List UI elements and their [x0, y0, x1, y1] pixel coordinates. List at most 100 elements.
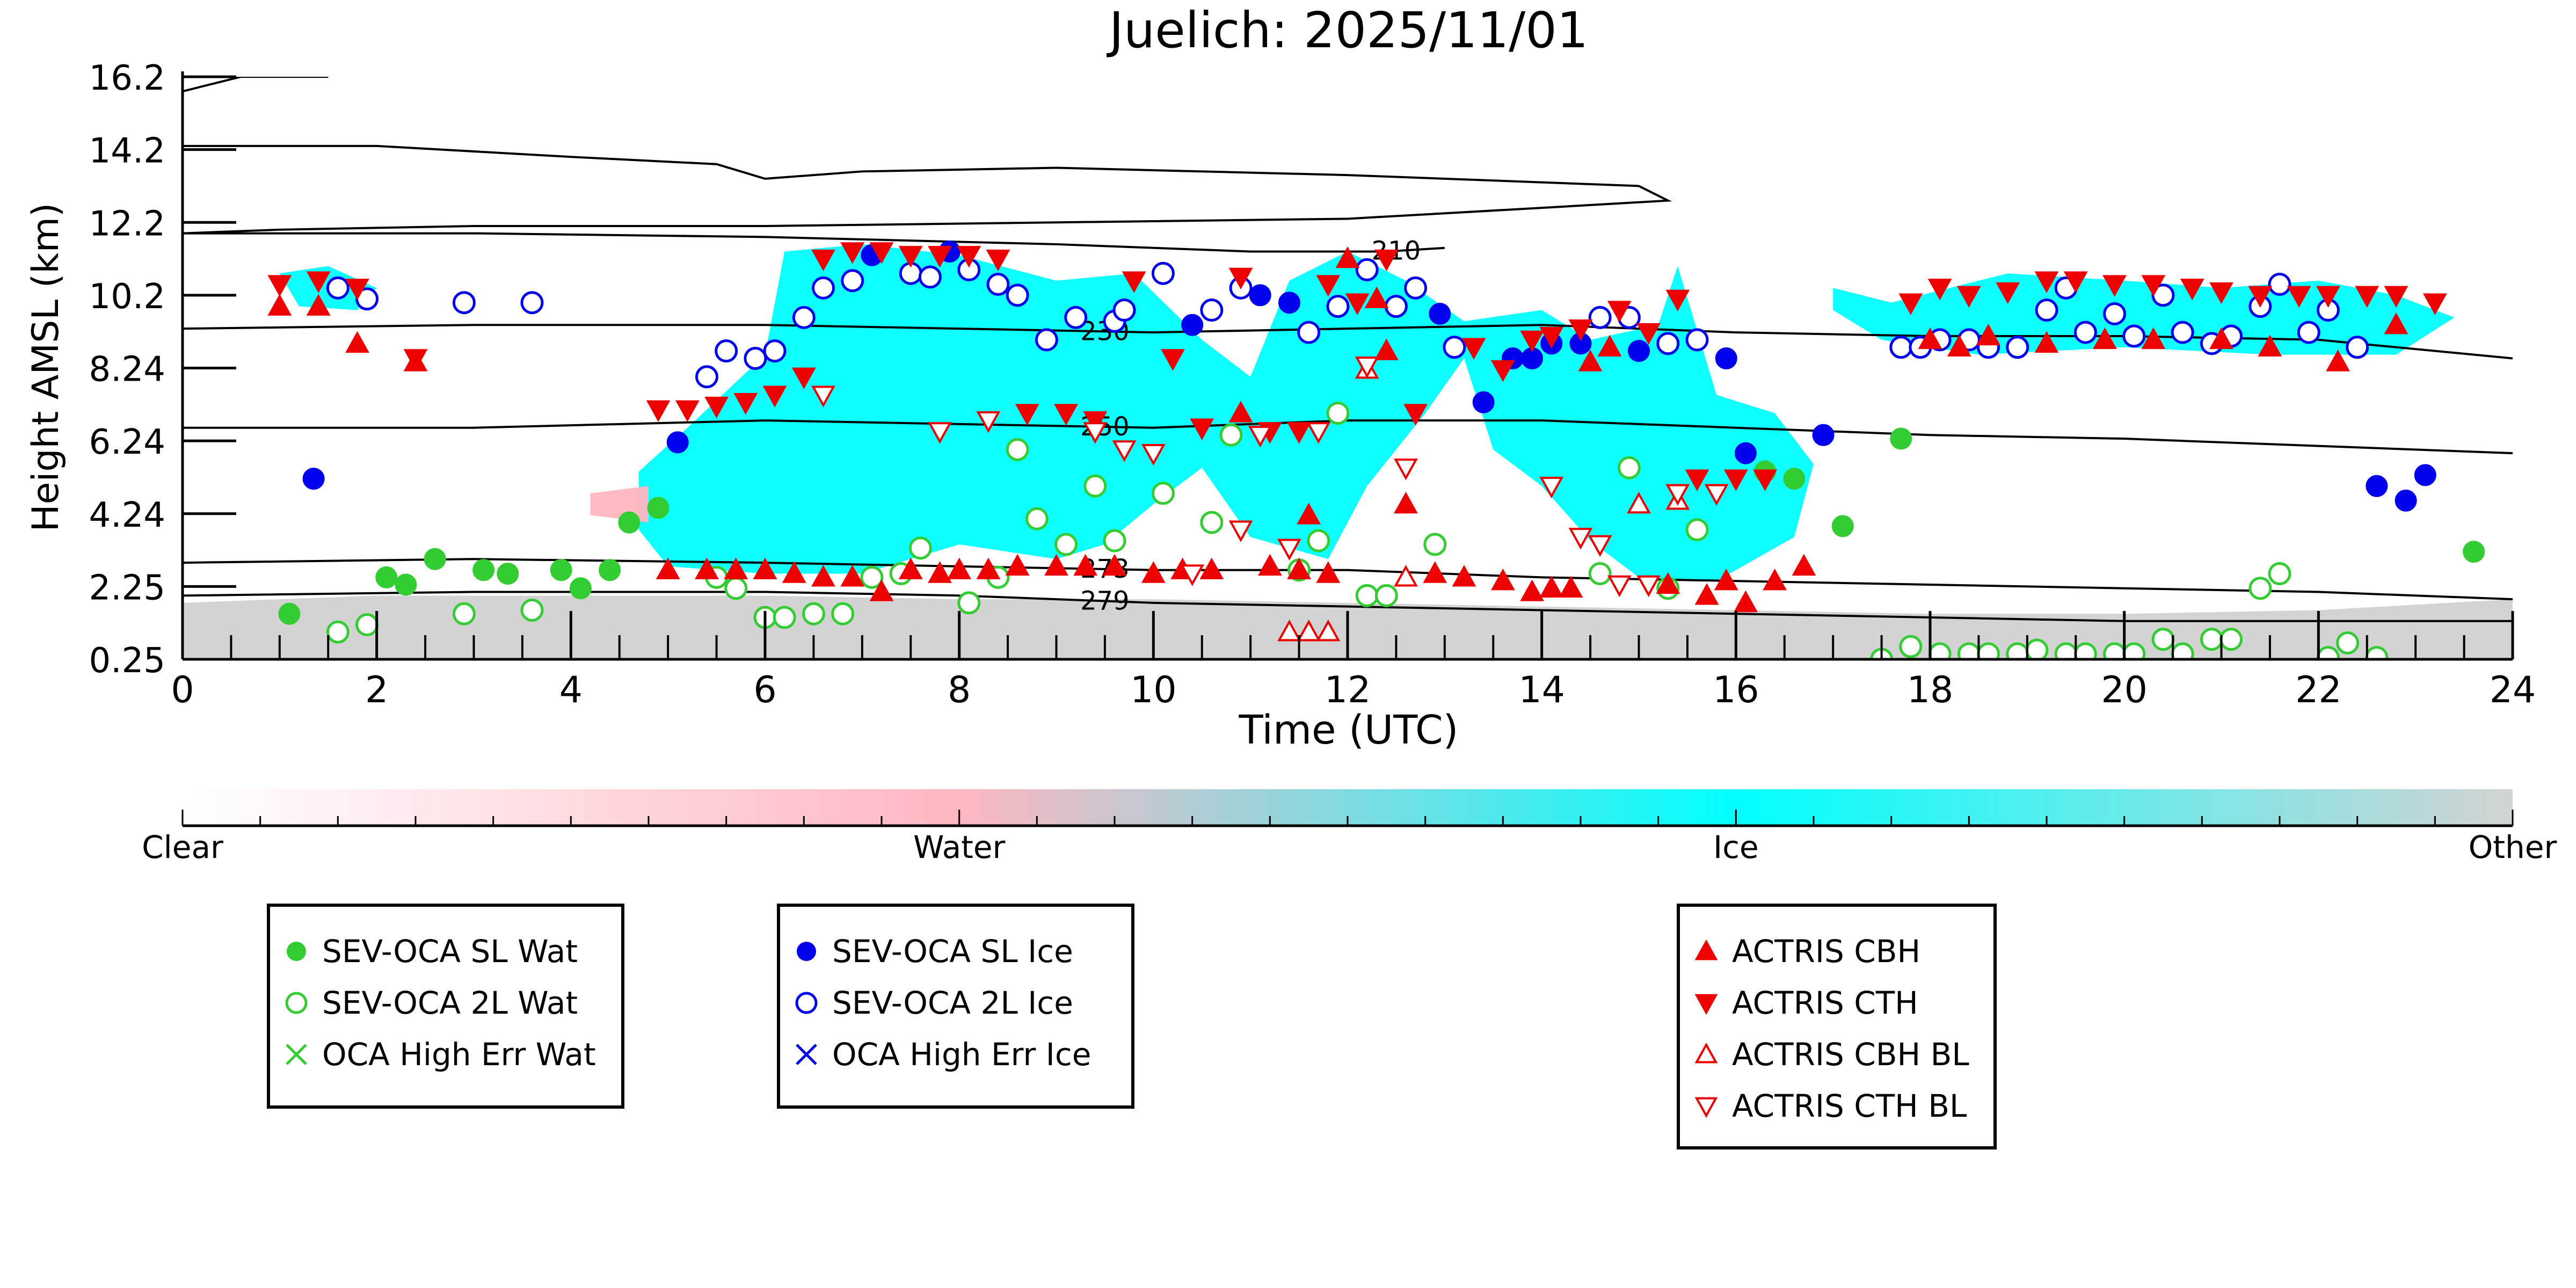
data-point [1161, 349, 1185, 371]
y-tick-label: 14.2 [89, 132, 166, 171]
data-point [2209, 327, 2233, 350]
data-point [733, 393, 758, 415]
data-point [1704, 484, 1729, 506]
data-point [1006, 438, 1029, 461]
data-point [1890, 427, 1912, 450]
data-point [1374, 584, 1398, 607]
data-point [2346, 336, 2369, 359]
data-point [2103, 302, 2127, 325]
data-point [1899, 635, 1923, 658]
data-point [957, 591, 981, 615]
x-tick-label: 22 [2295, 669, 2342, 711]
data-point [599, 559, 621, 581]
data-point [1956, 286, 1981, 308]
legend-label: ACTRIS CTH BL [1732, 1088, 1967, 1124]
x-tick-label: 20 [2101, 669, 2148, 711]
x-tick-label: 12 [1325, 669, 1371, 711]
series-sev-oca-2l-wat [326, 402, 2389, 659]
data-point [1035, 328, 1058, 352]
data-point [1277, 539, 1301, 561]
data-point [1005, 554, 1030, 576]
data-point [1248, 426, 1272, 448]
data-point [1636, 323, 1661, 345]
y-tick-label: 0.25 [89, 641, 166, 681]
legend-item: SEV-OCA SL Ice [797, 933, 1073, 970]
data-point [1976, 323, 2000, 346]
data-point [375, 566, 398, 588]
data-point [1452, 565, 1476, 587]
data-point [1073, 554, 1098, 576]
data-point [928, 246, 952, 268]
legend-marker [286, 1044, 307, 1065]
data-point [898, 557, 923, 579]
data-point [695, 365, 718, 389]
data-point [306, 271, 331, 293]
colorbar-label: Clear [142, 829, 223, 865]
data-point [1753, 469, 1777, 491]
series-actris-cbh [267, 246, 2408, 613]
data-point [306, 294, 331, 316]
data-point [452, 602, 476, 625]
colorbar-label: Ice [1713, 829, 1759, 865]
series-sev-oca-2l-ice [326, 258, 2369, 389]
data-point [1597, 334, 1622, 356]
data-point [1112, 299, 1136, 322]
data-point [1228, 267, 1253, 290]
data-point [2384, 312, 2408, 334]
x-tick-label: 10 [1130, 669, 1177, 711]
data-point [1394, 459, 1418, 481]
data-point [1025, 507, 1049, 530]
data-point [1617, 456, 1641, 479]
data-point [986, 249, 1010, 272]
legend-item: SEV-OCA 2L Ice [795, 985, 1073, 1021]
data-point [326, 276, 350, 300]
data-point [1714, 569, 1738, 591]
data-point [1734, 442, 1757, 464]
data-point [1083, 422, 1108, 444]
data-point [2287, 286, 2311, 308]
legend-marker [795, 992, 818, 1014]
data-point [1588, 535, 1612, 557]
colorbar-label: Water [913, 829, 1006, 865]
data-point [1607, 575, 1632, 598]
legend-label: SEV-OCA SL Wat [322, 933, 578, 970]
data-point [773, 606, 796, 629]
data-point [976, 411, 1001, 433]
data-point [1568, 528, 1593, 550]
data-point [802, 602, 825, 625]
data-point [1151, 482, 1175, 505]
data-point [1898, 293, 1923, 315]
legend-marker [797, 942, 816, 961]
data-point [1278, 292, 1300, 314]
data-point [1316, 620, 1341, 642]
data-point [869, 579, 894, 601]
data-point [1443, 336, 1466, 359]
data-point [1588, 305, 1612, 329]
data-point [1423, 561, 1447, 583]
data-point [1734, 590, 1758, 613]
legend-label: OCA High Err Ice [832, 1036, 1091, 1073]
data-point [1394, 492, 1418, 514]
colorbar-label: Other [2469, 829, 2557, 865]
data-point [675, 400, 700, 422]
legend-marker [285, 992, 308, 1014]
legend-marker [1694, 994, 1718, 1015]
data-point [782, 561, 806, 583]
legend-label: SEV-OCA SL Ice [832, 933, 1073, 970]
data-point [869, 242, 894, 264]
legend-box: ACTRIS CBH ACTRIS CTH ACTRIS CBH BL ACTRIS … [1677, 904, 1997, 1149]
data-point [618, 511, 641, 534]
legend-frame [1677, 904, 1997, 1149]
data-point [1763, 569, 1787, 591]
data-point [1607, 301, 1632, 323]
data-point [1228, 520, 1253, 542]
data-point [1404, 276, 1428, 300]
data-point [1694, 583, 1719, 605]
data-point [1374, 249, 1399, 272]
data-point [1627, 492, 1651, 514]
data-point [1355, 584, 1379, 607]
data-point [1355, 356, 1379, 379]
data-point [2355, 286, 2379, 308]
data-point [2180, 279, 2204, 301]
data-point [2151, 628, 2175, 651]
